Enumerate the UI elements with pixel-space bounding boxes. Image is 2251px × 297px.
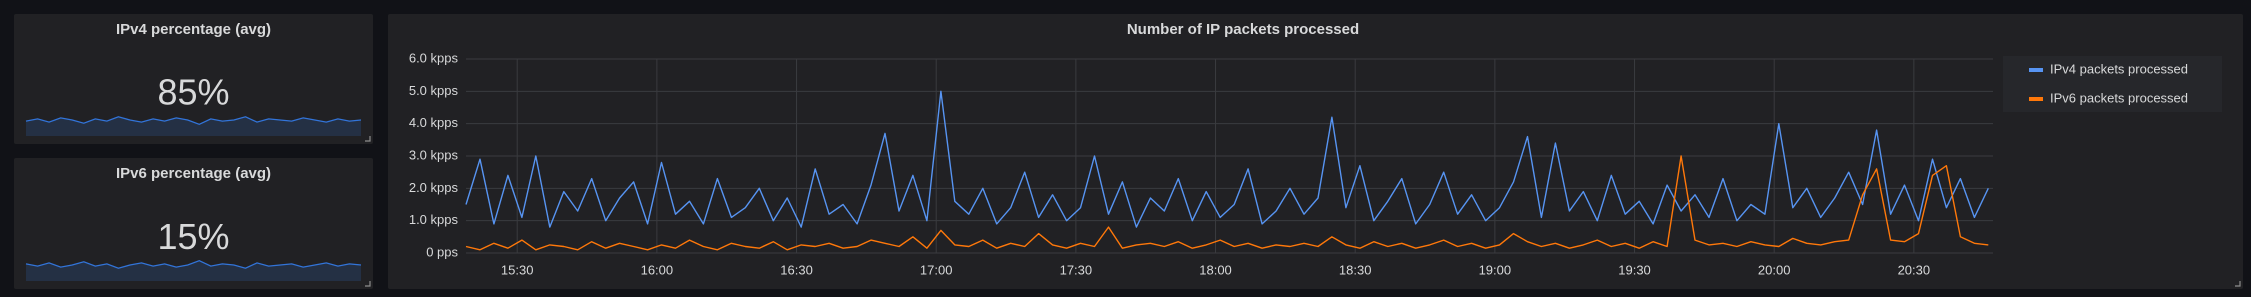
- series-line: [465, 90, 1989, 228]
- legend-swatch: [2029, 97, 2043, 101]
- x-tick-label: 16:30: [780, 262, 813, 277]
- stat-value: 85%: [157, 72, 229, 113]
- x-tick-label: 17:30: [1060, 262, 1093, 277]
- x-tick-label: 15:30: [501, 262, 534, 277]
- panel-title: IPv4 percentage (avg): [116, 21, 271, 38]
- legend-label[interactable]: IPv4 packets processed: [2050, 61, 2188, 76]
- resize-handle: [365, 136, 371, 142]
- x-tick-label: 20:30: [1898, 262, 1931, 277]
- legend-swatch: [2029, 68, 2043, 72]
- y-tick-label: 3.0 kpps: [409, 147, 459, 162]
- panel: [14, 14, 373, 144]
- x-tick-label: 19:00: [1479, 262, 1512, 277]
- x-tick-label: 16:00: [641, 262, 674, 277]
- legend-box: [2003, 56, 2222, 112]
- y-tick-label: 1.0 kpps: [409, 212, 459, 227]
- y-tick-label: 0 pps: [426, 244, 458, 259]
- resize-handle: [365, 281, 371, 287]
- x-tick-label: 19:30: [1618, 262, 1651, 277]
- y-tick-label: 2.0 kpps: [409, 180, 459, 195]
- series-line: [465, 155, 1989, 251]
- x-tick-label: 18:00: [1199, 262, 1232, 277]
- panel-title: IPv6 percentage (avg): [116, 165, 271, 182]
- y-tick-label: 4.0 kpps: [409, 115, 459, 130]
- legend-label[interactable]: IPv6 packets processed: [2050, 90, 2188, 105]
- sparkline: [25, 259, 362, 269]
- panel: [388, 14, 2243, 289]
- panel: [14, 158, 373, 289]
- y-tick-label: 6.0 kpps: [409, 50, 459, 65]
- x-tick-label: 20:00: [1758, 262, 1791, 277]
- x-tick-label: 17:00: [920, 262, 953, 277]
- x-tick-label: 18:30: [1339, 262, 1372, 277]
- resize-handle: [2235, 281, 2241, 287]
- panel-title: Number of IP packets processed: [1127, 21, 1359, 38]
- sparkline-area: [26, 116, 361, 136]
- stat-value: 15%: [157, 216, 229, 257]
- sparkline: [25, 116, 362, 126]
- y-tick-label: 5.0 kpps: [409, 83, 459, 98]
